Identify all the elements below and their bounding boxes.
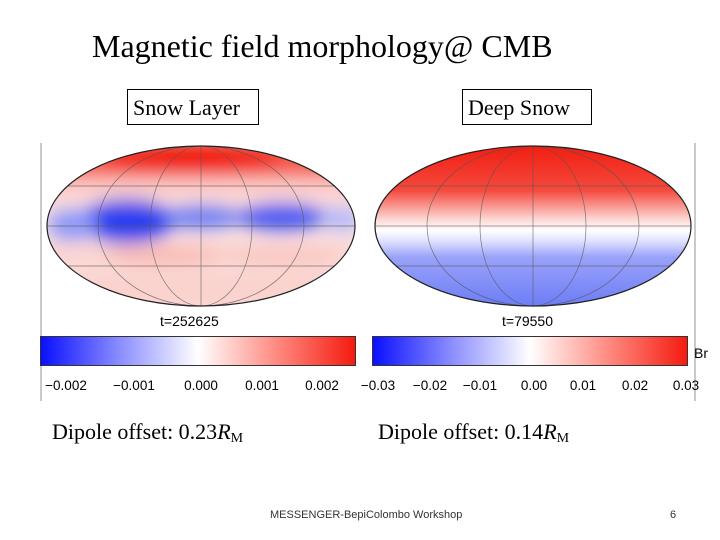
slide-footer: MESSENGER-BepiColombo Workshop (270, 509, 463, 521)
offset-text: Dipole offset: 0.14 (378, 419, 544, 444)
colorbar-unit-label: Br (694, 345, 708, 361)
offset-variable: R (543, 419, 557, 444)
deep-snow-colorbar (372, 336, 688, 366)
snow-layer-label: Snow Layer (127, 89, 259, 125)
deep-snow-label: Deep Snow (462, 89, 592, 125)
snow-layer-map-panel: t=252625 (40, 143, 360, 401)
snow-layer-field-map (46, 145, 356, 307)
deep-snow-map-panel: t=79550 (372, 143, 696, 401)
offset-text: Dipole offset: 0.23 (52, 419, 218, 444)
right-tick-label: 0.02 (621, 378, 649, 393)
right-tick-label: 0.00 (520, 378, 548, 393)
snow-layer-colorbar (40, 336, 356, 366)
right-tick-label: −0.03 (360, 378, 396, 393)
right-tick-label: 0.03 (672, 378, 700, 393)
right-tick-label: 0.01 (569, 378, 597, 393)
left-tick-label: 0.000 (184, 378, 218, 393)
snow-layer-dipole-offset: Dipole offset: 0.23RM (52, 419, 243, 447)
offset-subscript: M (556, 431, 570, 446)
deep-snow-time: t=79550 (502, 313, 553, 329)
snow-layer-time: t=252625 (160, 313, 219, 329)
page-number: 6 (670, 509, 677, 521)
right-tick-label: −0.02 (412, 378, 448, 393)
offset-subscript: M (230, 431, 244, 446)
left-tick-label: 0.001 (245, 378, 279, 393)
slide-title: Magnetic field morphology@ CMB (92, 28, 553, 64)
deep-snow-dipole-offset: Dipole offset: 0.14RM (378, 419, 569, 447)
right-tick-label: −0.01 (462, 378, 498, 393)
offset-variable: R (217, 419, 231, 444)
deep-snow-field-map (374, 145, 692, 307)
left-tick-label: −0.002 (45, 378, 87, 393)
left-tick-label: 0.002 (305, 378, 339, 393)
left-tick-label: −0.001 (113, 378, 155, 393)
